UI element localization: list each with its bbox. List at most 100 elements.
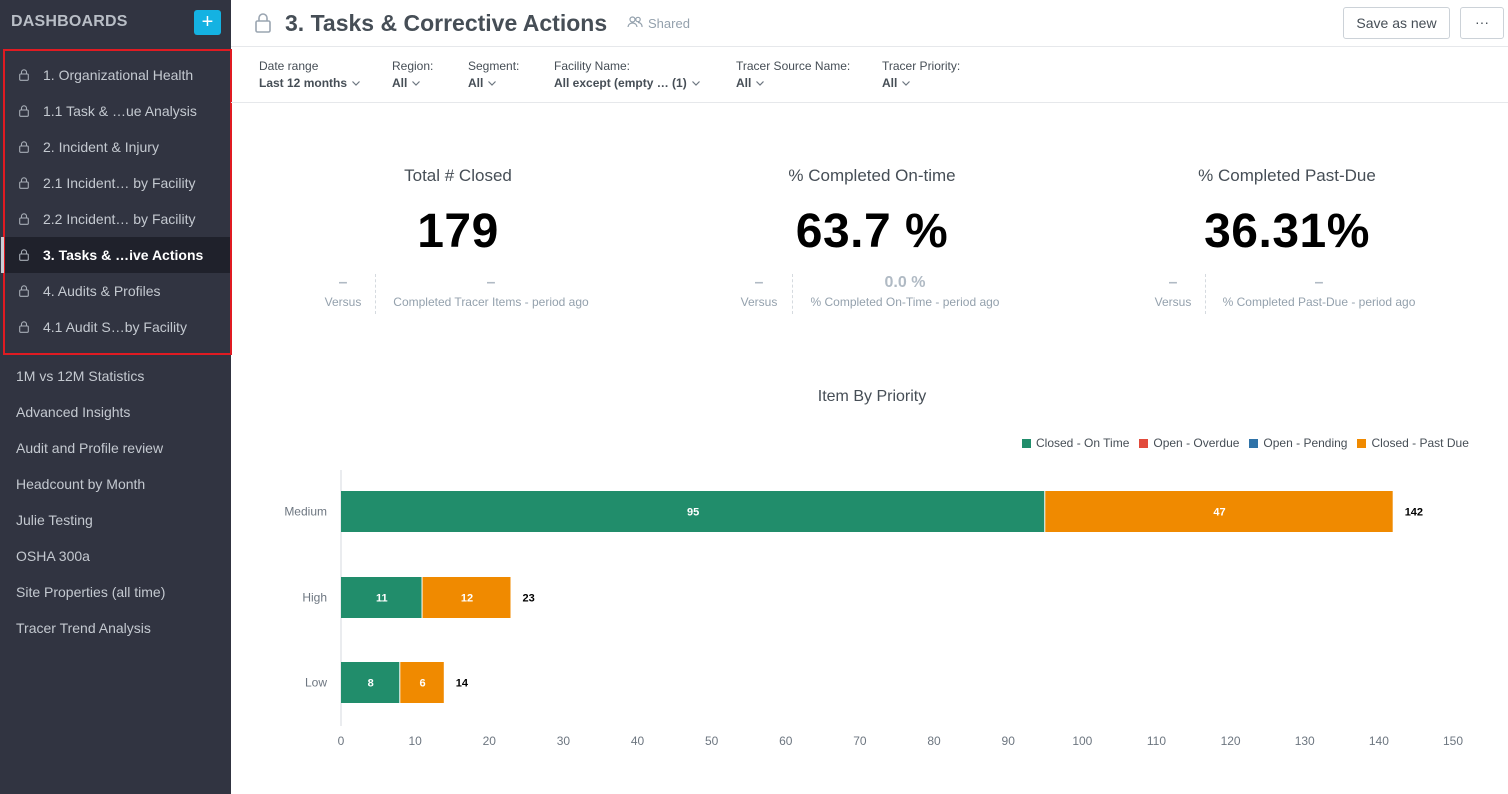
category-label: Low — [305, 676, 327, 690]
x-tick-label: 120 — [1221, 734, 1241, 748]
sidebar-item-label: 4. Audits & Profiles — [43, 283, 161, 299]
sidebar-item[interactable]: 4.1 Audit S…by Facility — [5, 309, 230, 345]
sidebar-item[interactable]: Site Properties (all time) — [16, 584, 166, 600]
filter-label: Region: — [392, 59, 434, 73]
lock-icon — [19, 177, 29, 189]
legend-item[interactable]: Closed - On Time — [1022, 436, 1129, 450]
x-tick-label: 50 — [705, 734, 719, 748]
sidebar: DASHBOARDS + 1. Organizational Health 1.1… — [0, 0, 232, 794]
filter-tracer-priority[interactable]: Tracer Priority: All — [882, 59, 960, 92]
sidebar-item[interactable]: 1M vs 12M Statistics — [16, 368, 145, 384]
filter-label: Tracer Source Name: — [736, 59, 851, 73]
filter-date-range[interactable]: Date range Last 12 months — [259, 59, 360, 92]
data-label: 47 — [1213, 507, 1225, 519]
data-label: 11 — [376, 593, 388, 605]
shared-indicator[interactable]: Shared — [627, 16, 690, 31]
total-label: 142 — [1405, 507, 1423, 519]
users-icon — [627, 16, 643, 31]
x-tick-label: 90 — [1002, 734, 1016, 748]
lock-icon — [255, 13, 271, 38]
compare-value: – — [486, 274, 496, 291]
sidebar-item-label: 2.2 Incident… by Facility — [43, 211, 196, 227]
kpi-versus: – Versus — [734, 274, 784, 314]
legend-label: Closed - Past Due — [1371, 436, 1469, 450]
filter-bar: Date range Last 12 months Region: All Se… — [231, 48, 1508, 103]
data-label: 12 — [461, 593, 473, 605]
filter-label: Tracer Priority: — [882, 59, 961, 73]
filter-value: All — [736, 76, 752, 90]
more-options-button[interactable]: ··· — [1460, 7, 1504, 39]
x-tick-label: 80 — [927, 734, 941, 748]
legend-label: Closed - On Time — [1036, 436, 1130, 450]
bar-segment — [400, 662, 444, 703]
sidebar-item[interactable]: OSHA 300a — [16, 548, 90, 564]
shared-label: Shared — [648, 16, 690, 31]
sidebar-item[interactable]: Headcount by Month — [16, 476, 146, 492]
sidebar-item[interactable]: Julie Testing — [16, 512, 93, 528]
kpi-value: 179 — [417, 205, 499, 258]
x-tick-label: 40 — [631, 734, 645, 748]
sidebar-item-label: 1.1 Task & …ue Analysis — [43, 103, 197, 119]
filter-label: Segment: — [468, 59, 520, 73]
compare-value: 0.0 % — [884, 274, 926, 291]
x-tick-label: 10 — [408, 734, 422, 748]
sidebar-item[interactable]: 1. Organizational Health — [5, 57, 230, 93]
category-label: High — [302, 591, 327, 605]
lock-icon — [19, 285, 29, 297]
lock-icon — [19, 105, 29, 117]
filter-value: All — [392, 76, 408, 90]
sidebar-item-label: 2. Incident & Injury — [43, 139, 159, 155]
chevron-down-icon — [488, 73, 497, 91]
sidebar-item-label: 3. Tasks & …ive Actions — [43, 247, 204, 263]
versus-label: Versus — [740, 295, 778, 309]
bar-segment — [341, 662, 400, 703]
lock-icon — [19, 321, 29, 333]
sidebar-item[interactable]: 2.1 Incident… by Facility — [5, 165, 230, 201]
legend-item[interactable]: Open - Pending — [1249, 436, 1347, 450]
data-label: 95 — [687, 507, 699, 519]
filter-value: Last 12 months — [259, 76, 348, 90]
save-as-new-button[interactable]: Save as new — [1343, 7, 1450, 39]
chart-title: Item By Priority — [817, 388, 927, 405]
chevron-down-icon — [412, 73, 421, 91]
compare-label: % Completed Past-Due - period ago — [1222, 295, 1416, 309]
filter-facility-name[interactable]: Facility Name: All except (empty … (1) — [554, 59, 700, 92]
filter-value: All except (empty … (1) — [554, 76, 687, 90]
filter-tracer-source-name[interactable]: Tracer Source Name: All — [736, 59, 850, 92]
sidebar-item[interactable]: Tracer Trend Analysis — [16, 620, 151, 636]
legend-swatch — [1022, 438, 1031, 448]
sidebar-item[interactable]: 1.1 Task & …ue Analysis — [5, 93, 230, 129]
lock-icon — [19, 249, 29, 261]
sidebar-item[interactable]: 2. Incident & Injury — [5, 129, 230, 165]
sidebar-item[interactable]: 2.2 Incident… by Facility — [5, 201, 230, 237]
data-label: 6 — [419, 678, 425, 690]
legend-item[interactable]: Open - Overdue — [1139, 436, 1239, 450]
total-label: 14 — [456, 678, 469, 690]
chevron-down-icon — [902, 73, 911, 91]
x-tick-label: 130 — [1295, 734, 1315, 748]
sidebar-item[interactable]: 3. Tasks & …ive Actions — [1, 237, 230, 273]
chevron-down-icon — [756, 73, 765, 91]
kpi-versus: – Versus — [1148, 274, 1198, 314]
filter-segment[interactable]: Segment: All — [468, 59, 519, 92]
versus-value: – — [338, 274, 348, 291]
versus-value: – — [754, 274, 764, 291]
sidebar-item[interactable]: Advanced Insights — [16, 404, 131, 420]
sidebar-item[interactable]: Audit and Profile review — [16, 440, 164, 456]
kpi-versus: – Versus — [318, 274, 368, 314]
data-label: 8 — [368, 678, 374, 690]
filter-label: Date range — [259, 59, 319, 73]
versus-label: Versus — [1154, 295, 1192, 309]
sidebar-item-label: 2.1 Incident… by Facility — [43, 175, 196, 191]
compare-label: % Completed On-Time - period ago — [810, 295, 1000, 309]
sidebar-item[interactable]: 4. Audits & Profiles — [5, 273, 230, 309]
filter-region[interactable]: Region: All — [392, 59, 433, 92]
lock-icon — [19, 213, 29, 225]
filter-value: All — [468, 76, 484, 90]
x-tick-label: 150 — [1443, 734, 1463, 748]
legend-item[interactable]: Closed - Past Due — [1357, 436, 1469, 450]
chevron-down-icon — [691, 73, 700, 91]
add-dashboard-button[interactable]: + — [194, 10, 221, 35]
chevron-down-icon — [352, 73, 360, 91]
